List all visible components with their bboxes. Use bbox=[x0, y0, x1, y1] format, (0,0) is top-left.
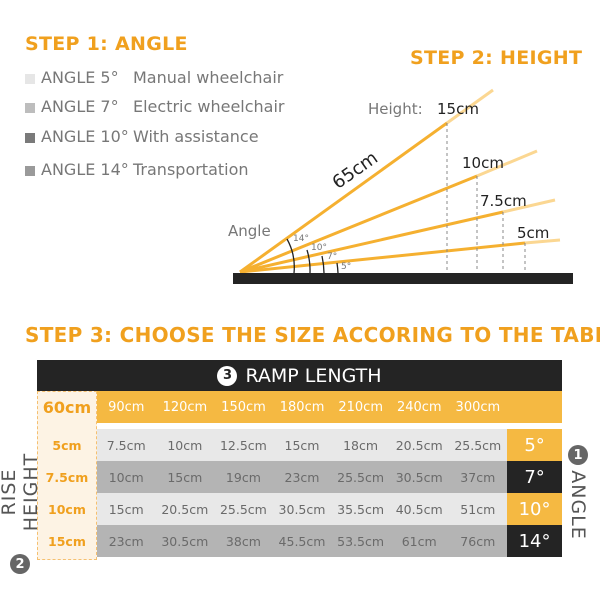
rise-cell: 5cm bbox=[52, 437, 82, 453]
ground-bar bbox=[233, 273, 573, 284]
length-cell: 150cm bbox=[214, 391, 273, 423]
ext-7 bbox=[502, 198, 556, 214]
ramp-line-10 bbox=[239, 174, 478, 274]
length-value-cell: 61cm bbox=[401, 533, 437, 549]
length-value-cell: 12.5cm bbox=[219, 437, 267, 453]
step-number-1: 1 bbox=[568, 445, 588, 465]
ramp-length-header: RAMP LENGTH bbox=[245, 364, 382, 387]
legend-use: Electric wheelchair bbox=[133, 97, 285, 116]
height-7-5: 7.5cm bbox=[480, 192, 527, 210]
table-row: 10cm 15cm 20.5cm 25.5cm 30.5cm 35.5cm 40.5cm 51… bbox=[37, 493, 562, 525]
length-cell: 120cm bbox=[155, 391, 215, 423]
ramp-line-14 bbox=[239, 121, 448, 274]
legend-angle: ANGLE 10° bbox=[41, 127, 129, 146]
step-number-2: 2 bbox=[10, 554, 30, 574]
length-value-cell: 35.5cm bbox=[337, 501, 385, 517]
angle-5: 5° bbox=[341, 262, 352, 272]
length-value-cell: 25.5cm bbox=[219, 501, 267, 517]
angle-7: 7° bbox=[327, 252, 338, 262]
step3-title: STEP 3: CHOOSE THE SIZE ACCORING TO THE … bbox=[25, 323, 600, 347]
rise-cell: 15cm bbox=[48, 533, 86, 549]
length-cell: 210cm bbox=[331, 391, 390, 423]
angle-cell: 7° bbox=[507, 461, 562, 493]
legend-swatch bbox=[25, 133, 35, 143]
step2-title: STEP 2: HEIGHT bbox=[410, 47, 583, 69]
angle-cell: 10° bbox=[507, 493, 562, 525]
arc-14 bbox=[286, 238, 295, 274]
table-row: 5cm 7.5cm 10cm 12.5cm 15cm 18cm 20.5cm 25.5cm 5° bbox=[37, 429, 562, 461]
length-value-cell: 37cm bbox=[460, 469, 496, 485]
length-value-cell: 25.5cm bbox=[337, 469, 385, 485]
ramp-line-7 bbox=[239, 210, 504, 274]
length-row-fill bbox=[507, 391, 562, 423]
length-value-cell: 25.5cm bbox=[454, 437, 502, 453]
length-cell: 180cm bbox=[272, 391, 332, 423]
length-cell: 240cm bbox=[389, 391, 449, 423]
length-value-cell: 23cm bbox=[108, 533, 144, 549]
height-10: 10cm bbox=[462, 154, 504, 172]
legend-use: Transportation bbox=[133, 160, 249, 179]
legend-angle: ANGLE 5° bbox=[41, 68, 119, 87]
table-row: 15cm 23cm 30.5cm 38cm 45.5cm 53.5cm 61cm 76cm 14… bbox=[37, 525, 562, 557]
step-number-3: 3 bbox=[217, 365, 238, 386]
ext-10 bbox=[476, 149, 538, 178]
length-value-cell: 40.5cm bbox=[395, 501, 443, 517]
length-value-cell: 19cm bbox=[225, 469, 261, 485]
length-value-cell: 15cm bbox=[284, 437, 320, 453]
size-table: 3 RAMP LENGTH 60cm 90cm 120cm 150cm 180cm 210… bbox=[37, 360, 562, 557]
table-row: 7.5cm 10cm 15cm 19cm 23cm 25.5cm 30.5cm 37cm 7° bbox=[37, 461, 562, 493]
legend-use: Manual wheelchair bbox=[133, 68, 284, 87]
length-value-cell: 10cm bbox=[167, 437, 203, 453]
length-value-cell: 30.5cm bbox=[395, 469, 443, 485]
length-60: 60cm bbox=[42, 397, 92, 417]
length-value-cell: 7.5cm bbox=[106, 437, 146, 453]
arc-7 bbox=[321, 255, 325, 274]
table-header: 3 RAMP LENGTH bbox=[37, 360, 562, 391]
height-label: Height: bbox=[368, 100, 423, 118]
angle-14: 14° bbox=[293, 234, 309, 244]
height-5: 5cm bbox=[517, 224, 550, 242]
legend-swatch bbox=[25, 166, 35, 176]
rise-cell: 7.5cm bbox=[45, 469, 89, 485]
angle-cell: 5° bbox=[507, 429, 562, 461]
length-value-cell: 45.5cm bbox=[278, 533, 326, 549]
length-value-cell: 15cm bbox=[108, 501, 144, 517]
rise-column-bg bbox=[37, 391, 97, 560]
length-value-cell: 30.5cm bbox=[161, 533, 209, 549]
angle-axis-label: ANGLE bbox=[567, 470, 589, 540]
length-row: 60cm 90cm 120cm 150cm 180cm 210cm 240cm 300cm bbox=[37, 391, 562, 423]
angle-label: Angle bbox=[228, 222, 271, 240]
length-value-cell: 38cm bbox=[225, 533, 261, 549]
length-value-cell: 15cm bbox=[167, 469, 203, 485]
length-value-cell: 10cm bbox=[108, 469, 144, 485]
length-value-cell: 18cm bbox=[343, 437, 379, 453]
arc-10 bbox=[306, 249, 311, 274]
length-value-cell: 30.5cm bbox=[278, 501, 326, 517]
length-cell: 300cm bbox=[448, 391, 508, 423]
angle-cell: 14° bbox=[507, 525, 562, 557]
ramp-line-5 bbox=[239, 241, 526, 274]
legend-use: With assistance bbox=[133, 127, 259, 146]
length-cell: 90cm bbox=[97, 391, 156, 423]
legend-swatch bbox=[25, 74, 35, 84]
ext-14 bbox=[446, 88, 494, 125]
height-15: 15cm bbox=[437, 100, 479, 118]
ext-5 bbox=[524, 238, 561, 245]
length-value-cell: 23cm bbox=[284, 469, 320, 485]
legend-swatch bbox=[25, 103, 35, 113]
arc-5 bbox=[336, 262, 339, 274]
angle-10: 10° bbox=[311, 243, 327, 253]
length-value-cell: 53.5cm bbox=[337, 533, 385, 549]
length-value-cell: 76cm bbox=[460, 533, 496, 549]
legend-angle: ANGLE 14° bbox=[41, 160, 129, 179]
ramp-angle-diagram bbox=[233, 88, 573, 284]
length-value-cell: 51cm bbox=[460, 501, 496, 517]
step1-title: STEP 1: ANGLE bbox=[25, 33, 188, 55]
legend-angle: ANGLE 7° bbox=[41, 97, 119, 116]
rise-cell: 10cm bbox=[48, 501, 86, 517]
rise-height-label: RISE HEIGHT bbox=[0, 452, 42, 532]
length-value-cell: 20.5cm bbox=[395, 437, 443, 453]
length-value-cell: 20.5cm bbox=[161, 501, 209, 517]
